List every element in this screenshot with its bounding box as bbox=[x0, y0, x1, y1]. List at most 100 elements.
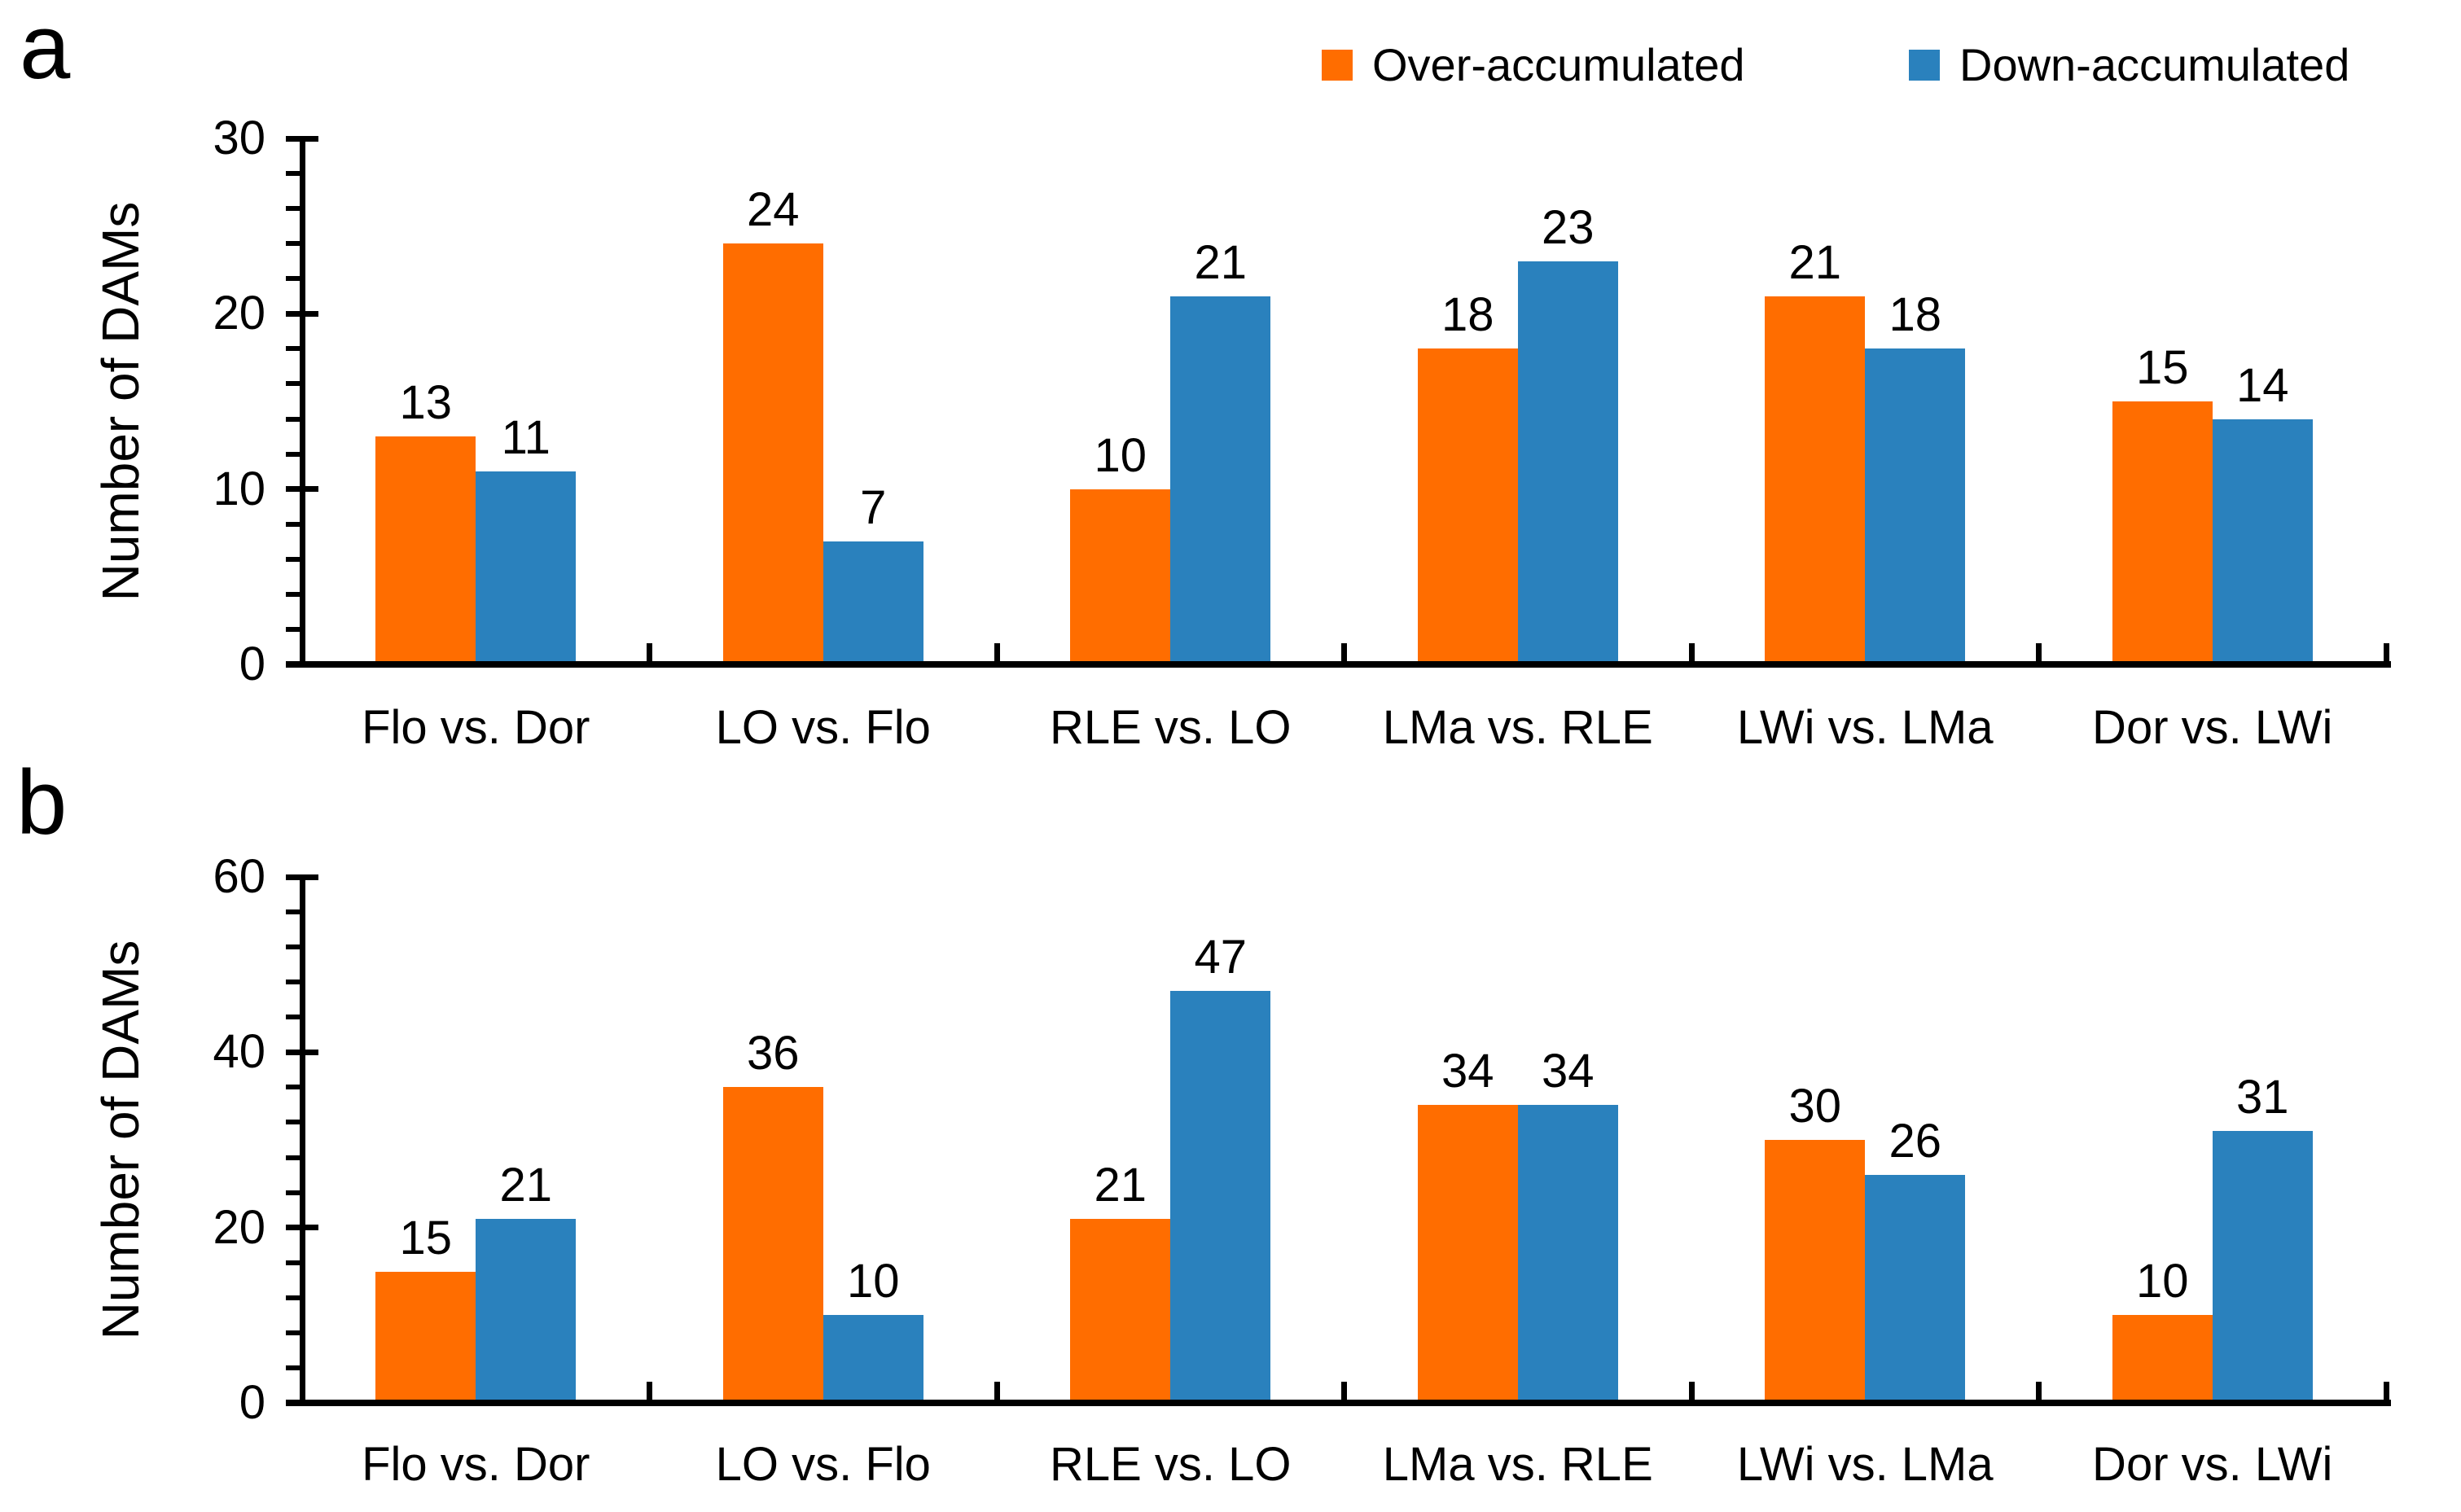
bar-down-accumulated bbox=[1170, 296, 1271, 664]
y-minor-tick bbox=[286, 591, 302, 597]
y-tick-label: 10 bbox=[213, 462, 265, 515]
y-major-tick bbox=[286, 486, 318, 493]
bar-value-label: 24 bbox=[746, 183, 800, 237]
bar-over-accumulated bbox=[2112, 1315, 2213, 1403]
y-tick-label: 60 bbox=[213, 850, 265, 903]
y-tick-label: 0 bbox=[239, 638, 265, 690]
legend-label-down-accumulated: Down-accumulated bbox=[1959, 39, 2350, 90]
x-boundary-tick bbox=[1341, 1382, 1347, 1400]
bar-value-label: 13 bbox=[399, 376, 453, 430]
y-axis-line bbox=[299, 877, 305, 1403]
x-boundary-tick bbox=[1688, 643, 1695, 662]
category-label: RLE vs. LO bbox=[1049, 1438, 1292, 1491]
bar-down-accumulated bbox=[1517, 1104, 1618, 1403]
x-axis-line bbox=[286, 661, 2391, 668]
y-major-tick bbox=[286, 135, 318, 142]
y-minor-tick bbox=[286, 171, 302, 177]
y-tick-label: 20 bbox=[213, 1200, 265, 1254]
y-tick-label: 0 bbox=[239, 1376, 265, 1429]
y-major-tick bbox=[286, 874, 318, 880]
bar-over-accumulated bbox=[1417, 348, 1518, 664]
bar-value-label: 21 bbox=[1788, 235, 1842, 289]
y-major-tick bbox=[286, 310, 318, 317]
y-major-tick bbox=[286, 1049, 318, 1055]
bar-over-accumulated bbox=[1765, 1140, 1866, 1403]
bar-value-label: 15 bbox=[399, 1211, 453, 1264]
category-label: LO vs. Flo bbox=[715, 701, 931, 754]
y-minor-tick bbox=[286, 626, 302, 632]
category-label: Dor vs. LWi bbox=[2092, 701, 2333, 754]
bar-value-label: 15 bbox=[2135, 341, 2189, 394]
panel-a-letter: a bbox=[20, 0, 71, 98]
bar-value-label: 30 bbox=[1788, 1080, 1842, 1133]
bar-value-label: 36 bbox=[746, 1027, 800, 1080]
category-label: LO vs. Flo bbox=[715, 1438, 931, 1491]
x-boundary-tick bbox=[2036, 1382, 2042, 1400]
category-label: Flo vs. Dor bbox=[362, 701, 590, 754]
x-boundary-tick bbox=[1688, 1382, 1695, 1400]
bar-value-label: 47 bbox=[1194, 930, 1248, 984]
over-accumulated-swatch-icon bbox=[1322, 50, 1353, 81]
x-boundary-tick bbox=[2383, 1382, 2389, 1400]
y-minor-tick bbox=[286, 1260, 302, 1265]
y-minor-tick bbox=[286, 1330, 302, 1335]
bar-value-label: 21 bbox=[1094, 1158, 1147, 1212]
bar-value-label: 34 bbox=[1441, 1044, 1494, 1098]
bar-value-label: 31 bbox=[2235, 1071, 2289, 1124]
y-minor-tick bbox=[286, 1295, 302, 1300]
x-boundary-tick bbox=[994, 643, 1000, 662]
bar-value-label: 18 bbox=[1889, 288, 1942, 342]
category-label: RLE vs. LO bbox=[1049, 701, 1292, 754]
bar-down-accumulated bbox=[476, 471, 577, 664]
bar-down-accumulated bbox=[823, 541, 923, 664]
bar-over-accumulated bbox=[375, 1271, 476, 1403]
bar-down-accumulated bbox=[2212, 1131, 2313, 1403]
y-minor-tick bbox=[286, 346, 302, 352]
bar-value-label: 34 bbox=[1541, 1044, 1595, 1098]
x-boundary-tick bbox=[647, 643, 652, 662]
bar-over-accumulated bbox=[1765, 296, 1866, 664]
bar-value-label: 21 bbox=[499, 1158, 553, 1212]
y-minor-tick bbox=[286, 980, 302, 985]
bar-value-label: 18 bbox=[1441, 288, 1494, 342]
bar-down-accumulated bbox=[1517, 261, 1618, 664]
y-minor-tick bbox=[286, 1365, 302, 1370]
x-boundary-tick bbox=[994, 1382, 1000, 1400]
y-tick-label: 30 bbox=[213, 112, 265, 164]
y-axis-title: Number of DAMs bbox=[91, 940, 150, 1340]
bar-value-label: 10 bbox=[2135, 1255, 2189, 1308]
panel-b-letter: b bbox=[16, 752, 68, 853]
bar-over-accumulated bbox=[1070, 489, 1171, 664]
category-label: LWi vs. LMa bbox=[1736, 701, 1994, 754]
bar-value-label: 21 bbox=[1194, 235, 1248, 289]
y-minor-tick bbox=[286, 1120, 302, 1125]
legend-item-over-accumulated: Over-accumulated bbox=[1322, 42, 1745, 88]
bar-over-accumulated bbox=[375, 436, 476, 664]
bar-value-label: 11 bbox=[501, 411, 551, 465]
category-label: Flo vs. Dor bbox=[362, 1438, 590, 1491]
y-tick-label: 20 bbox=[213, 287, 265, 340]
bar-value-label: 26 bbox=[1889, 1115, 1942, 1168]
category-label: Dor vs. LWi bbox=[2092, 1438, 2333, 1491]
category-label: LMa vs. RLE bbox=[1382, 701, 1653, 754]
y-minor-tick bbox=[286, 944, 302, 950]
bar-down-accumulated bbox=[476, 1218, 577, 1403]
bar-value-label: 10 bbox=[1094, 428, 1147, 482]
y-major-tick bbox=[286, 1225, 318, 1231]
y-minor-tick bbox=[286, 556, 302, 562]
bar-value-label: 7 bbox=[860, 481, 887, 535]
x-boundary-tick bbox=[2036, 643, 2042, 662]
y-minor-tick bbox=[286, 416, 302, 422]
bar-over-accumulated bbox=[722, 1087, 823, 1403]
y-minor-tick bbox=[286, 451, 302, 457]
x-boundary-tick bbox=[2383, 643, 2389, 662]
x-boundary-tick bbox=[1341, 643, 1347, 662]
bar-over-accumulated bbox=[1070, 1218, 1171, 1403]
y-minor-tick bbox=[286, 1190, 302, 1195]
legend-item-down-accumulated: Down-accumulated bbox=[1909, 42, 2349, 88]
y-minor-tick bbox=[286, 276, 302, 282]
bar-value-label: 10 bbox=[846, 1255, 900, 1308]
